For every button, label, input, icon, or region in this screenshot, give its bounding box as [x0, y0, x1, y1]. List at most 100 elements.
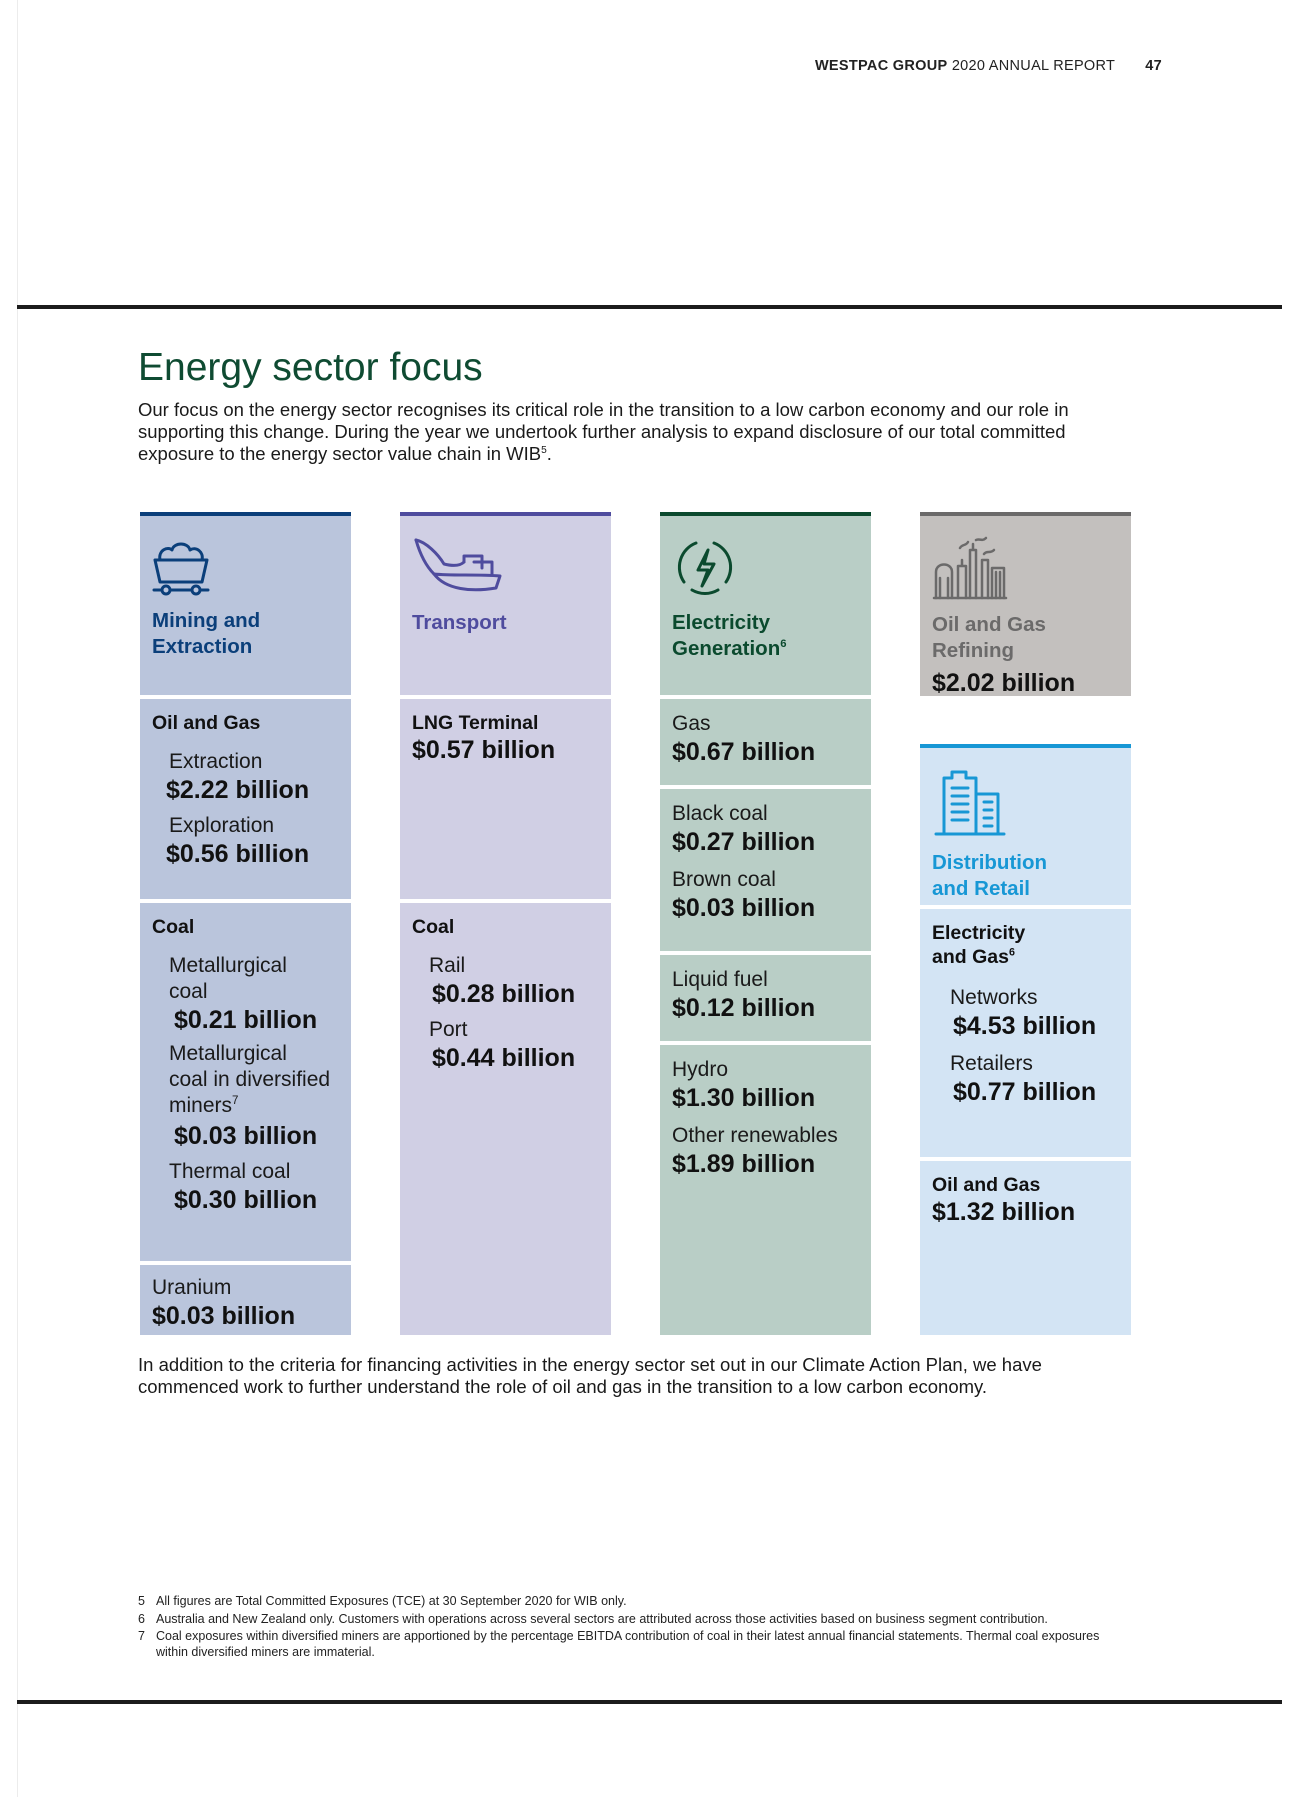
liquid-fuel-value: $0.12 billion: [672, 994, 816, 1022]
div-line3: miners: [169, 1094, 233, 1117]
distribution-oil-gas-value: $1.32 billion: [932, 1198, 1076, 1226]
distribution-oil-gas-heading: Oil and Gas: [932, 1174, 1041, 1196]
black-coal-label: Black coal: [672, 802, 768, 825]
transport-title: Transport: [412, 611, 507, 634]
electricity-title-line1: Electricity: [672, 611, 770, 634]
elec-gas-footnote-ref: 6: [1008, 946, 1015, 959]
transport-coal-heading: Coal: [412, 916, 455, 938]
coal-generation-box: Black coal $0.27 billion Brown coal $0.0…: [660, 789, 871, 951]
liquid-fuel-box: Liquid fuel $0.12 billion: [660, 955, 871, 1041]
lng-terminal-box: LNG Terminal $0.57 billion: [400, 699, 611, 899]
retailers-value: $0.77 billion: [953, 1078, 1097, 1106]
uranium-value: $0.03 billion: [152, 1302, 296, 1330]
uranium-box: Uranium $0.03 billion: [140, 1265, 351, 1335]
transport-coal-box: Coal Rail $0.28 billion Port $0.44 billi…: [400, 903, 611, 1335]
networks-value: $4.53 billion: [953, 1012, 1097, 1040]
mining-title: Mining and Extraction: [152, 608, 339, 660]
intro-paragraph: Our focus on the energy sector recognise…: [138, 399, 1138, 465]
footnote-text: All figures are Total Committed Exposure…: [156, 1594, 627, 1608]
port-value: $0.44 billion: [432, 1044, 576, 1072]
electricity-title-line2: Generation: [672, 637, 781, 660]
met-coal-line1: Metallurgical: [169, 954, 287, 977]
gas-label: Gas: [672, 712, 711, 735]
elec-gas-heading-line2: and Gas: [932, 946, 1009, 968]
intro-text: Our focus on the energy sector recognise…: [138, 399, 1069, 464]
div-miners-value: $0.03 billion: [174, 1122, 318, 1150]
ship-icon: [414, 538, 502, 592]
transport-column-bar: [400, 512, 611, 516]
thermal-coal-value: $0.30 billion: [174, 1186, 318, 1214]
distribution-title-line1: Distribution: [932, 851, 1048, 874]
exploration-value: $0.56 billion: [166, 840, 310, 868]
hydro-label: Hydro: [672, 1058, 729, 1081]
lng-heading: LNG Terminal: [412, 712, 539, 734]
top-divider: [17, 305, 1282, 309]
electricity-header-box: Electricity Generation6: [660, 516, 871, 695]
electricity-gas-box: Electricity and Gas6 Networks $4.53 billi…: [920, 909, 1131, 1157]
footnotes: 5 All figures are Total Committed Exposur…: [138, 1594, 1118, 1662]
refining-box: Oil and Gas Refining $2.02 billion: [920, 516, 1131, 697]
distribution-header-box: Distribution and Retail: [920, 748, 1131, 905]
div-footnote-ref: 7: [232, 1095, 239, 1107]
brown-coal-value: $0.03 billion: [672, 894, 816, 922]
refining-title: Oil and Gas Refining: [932, 612, 1119, 664]
distribution-title-line2: and Retail: [932, 877, 1030, 900]
mining-column-bar: [140, 512, 351, 516]
bottom-divider: [17, 1700, 1282, 1704]
transport-header-box: Transport: [400, 516, 611, 695]
distribution-title: Distribution and Retail: [932, 850, 1119, 902]
page-number: 47: [1145, 58, 1162, 74]
div-line1: Metallurgical: [169, 1042, 287, 1065]
electricity-column-bar: [660, 512, 871, 516]
other-renewables-value: $1.89 billion: [672, 1150, 816, 1178]
networks-label: Networks: [950, 986, 1038, 1009]
footnote-5: 5 All figures are Total Committed Exposur…: [138, 1594, 1118, 1610]
distribution-oil-gas-box: Oil and Gas $1.32 billion: [920, 1161, 1131, 1335]
mining-title-line1: Mining and: [152, 609, 261, 632]
mining-header-box: Mining and Extraction: [140, 516, 351, 695]
refinery-icon: [932, 536, 1008, 600]
uranium-label: Uranium: [152, 1276, 232, 1299]
page-edge: [17, 0, 18, 1797]
running-header: WESTPAC GROUP 2020 ANNUAL REPORT 47: [700, 58, 1162, 74]
intro-end: .: [546, 443, 552, 464]
office-building-icon: [934, 770, 1006, 836]
gas-value: $0.67 billion: [672, 738, 816, 766]
extraction-value: $2.22 billion: [166, 776, 310, 804]
extraction-label: Extraction: [169, 750, 263, 773]
hydro-value: $1.30 billion: [672, 1084, 816, 1112]
closing-paragraph: In addition to the criteria for financin…: [138, 1354, 1042, 1397]
mining-title-line2: Extraction: [152, 635, 253, 658]
exploration-label: Exploration: [169, 814, 275, 837]
refining-value: $2.02 billion: [932, 669, 1076, 697]
mining-oil-gas-heading: Oil and Gas: [152, 712, 261, 734]
met-coal-value: $0.21 billion: [174, 1006, 318, 1034]
gas-box: Gas $0.67 billion: [660, 699, 871, 785]
header-report: 2020 ANNUAL REPORT: [951, 58, 1115, 74]
page-title: Energy sector focus: [138, 346, 483, 389]
port-label: Port: [429, 1018, 468, 1041]
mining-oil-gas-box: Oil and Gas Extraction $2.22 billion Exp…: [140, 699, 351, 899]
footnote-ref: 5: [541, 444, 547, 456]
met-coal-line2: coal: [169, 980, 208, 1003]
black-coal-value: $0.27 billion: [672, 828, 816, 856]
elec-gas-heading-line1: Electricity: [932, 922, 1026, 944]
footnote-text: Australia and New Zealand only. Customer…: [156, 1611, 1048, 1626]
retailers-label: Retailers: [950, 1052, 1033, 1075]
mine-cart-icon: [152, 542, 210, 596]
footnote-7: 7 Coal exposures within diversified miner…: [138, 1629, 1118, 1660]
footnote-6: 6 Australia and New Zealand only. Custome…: [138, 1612, 1118, 1628]
renewables-box: Hydro $1.30 billion Other renewables $1.…: [660, 1045, 871, 1335]
mining-coal-heading: Coal: [152, 916, 195, 938]
footnote-number: 7: [138, 1629, 145, 1643]
liquid-fuel-label: Liquid fuel: [672, 968, 768, 991]
elec-gas-heading: Electricity and Gas6: [932, 921, 1119, 969]
thermal-coal-label: Thermal coal: [169, 1160, 291, 1183]
mining-coal-box: Coal Metallurgical coal $0.21 billion Met…: [140, 903, 351, 1261]
rail-value: $0.28 billion: [432, 980, 576, 1008]
electricity-title: Electricity Generation6: [672, 610, 859, 662]
div-line2: coal in diversified: [169, 1068, 331, 1091]
rail-label: Rail: [429, 954, 466, 977]
other-renewables-label: Other renewables: [672, 1124, 838, 1147]
header-brand: WESTPAC GROUP: [814, 58, 948, 74]
